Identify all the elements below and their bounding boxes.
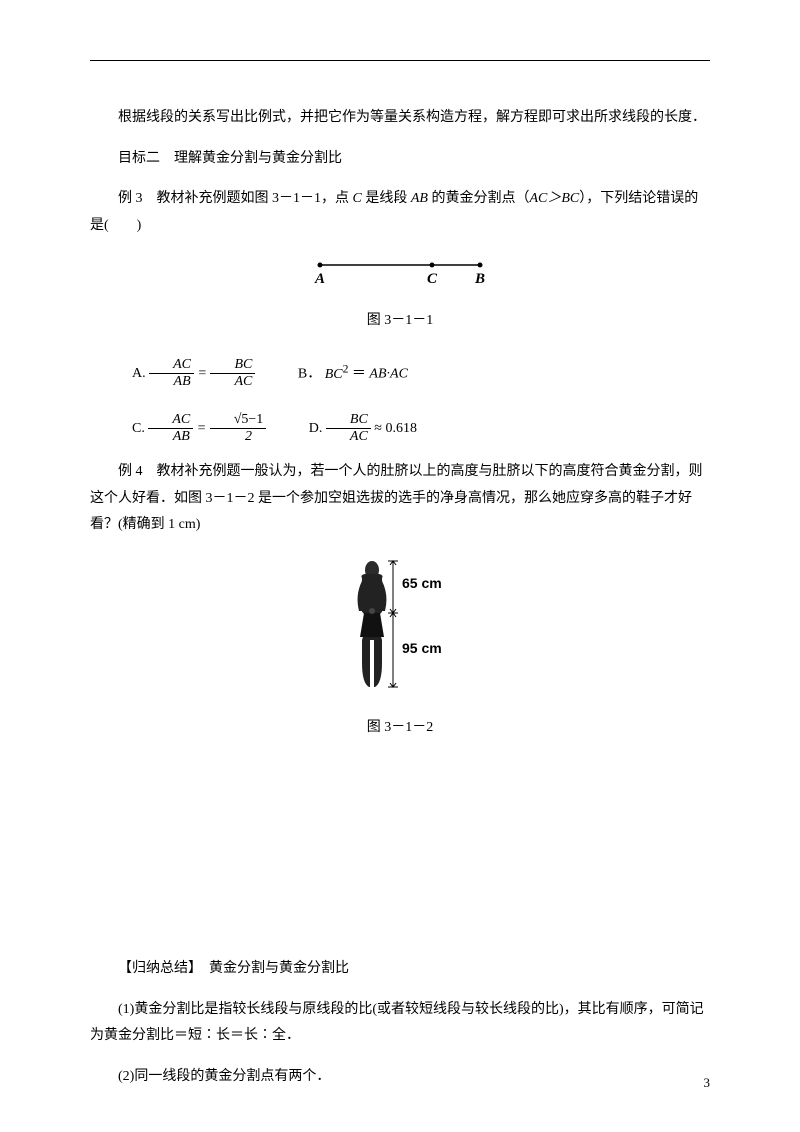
option-c-lhs-frac: AC AB [148,412,193,445]
option-a-lhs-frac: AC AB [149,357,194,390]
ex3-acbc: AC＞BC [529,191,579,206]
figure-3-1-2-caption: 图 3－1－2 [90,715,710,742]
svg-text:65 cm: 65 cm [402,575,442,591]
option-d-frac: BC AC [326,412,371,445]
option-d-label: D. [309,421,323,436]
option-row-2: C. AC AB = √5−1 2 D. BC AC ≈ 0.618 [90,412,710,445]
option-b-label: B． [298,367,321,382]
figure-3-1-1-caption: 图 3－1－1 [90,308,710,335]
frac-den: AC [210,374,255,390]
frac-num: BC [210,357,255,374]
option-b: B． BC2 ＝ AB·AC [277,358,408,388]
option-b-rhs: AB·AC [369,367,408,382]
page-number: 3 [704,1071,711,1096]
frac-den: AC [326,429,371,445]
spacer [90,742,710,942]
ex3-c: C [353,191,366,206]
paragraph-intro: 根据线段的关系写出比例式，并把它作为等量关系构造方程，解方程即可求出所求线段的长… [90,105,710,132]
option-c-rhs-frac: √5−1 2 [210,412,267,445]
option-a-eq: = [198,365,207,380]
option-c: C. AC AB = √5−1 2 [111,412,266,445]
option-b-eq: ＝ [352,367,366,382]
segment-acb-icon: A C B [300,257,500,287]
option-a: A. AC AB = BC AC [111,357,255,390]
option-d-approx: ≈ [374,421,382,436]
frac-num: BC [326,412,371,429]
example3-text: 例 3 教材补充例题如图 3－1－1，点 C 是线段 AB 的黄金分割点（AC＞… [90,186,710,239]
option-d-val: 0.618 [385,421,417,436]
ex3-pre: 例 3 教材补充例题如图 3－1－1，点 [118,191,353,206]
option-row-1: A. AC AB = BC AC B． BC2 ＝ AB·AC [90,357,710,390]
option-d: D. BC AC ≈ 0.618 [288,412,417,445]
person-height-icon: 65 cm 95 cm [325,555,475,695]
option-c-label: C. [132,421,145,436]
figure-3-1-2: 65 cm 95 cm [90,555,710,706]
svg-text:95 cm: 95 cm [402,640,442,656]
summary-title: 【归纳总结】 黄金分割与黄金分割比 [90,956,710,983]
svg-text:A: A [314,271,325,287]
ex3-ab: AB [411,191,432,206]
frac-den: 2 [210,429,267,445]
figure-3-1-1: A C B [90,257,710,298]
summary-2: (2)同一线段的黄金分割点有两个． [90,1064,710,1091]
option-a-rhs-frac: BC AC [210,357,255,390]
option-c-eq: = [197,421,206,436]
frac-num: AC [149,357,194,374]
ex3-mid2: 的黄金分割点（ [431,191,529,206]
summary-1: (1)黄金分割比是指较长线段与原线段的比(或者较短线段与较长线段的比)，其比有顺… [90,997,710,1050]
option-a-label: A. [132,365,146,380]
header-rule [90,60,710,61]
bc-text: BC [325,367,343,382]
example4-text: 例 4 教材补充例题一般认为，若一个人的肚脐以上的高度与肚脐以下的高度符合黄金分… [90,459,710,539]
svg-text:C: C [427,271,438,287]
frac-num: AC [148,412,193,429]
option-b-lhs: BC2 [325,367,349,382]
frac-den: AB [149,374,194,390]
ex3-mid: 是线段 [365,191,411,206]
sqrt-icon: √5−1 [234,412,264,427]
frac-den: AB [148,429,193,445]
goal-heading-2: 目标二 理解黄金分割与黄金分割比 [90,146,710,173]
sup-2: 2 [343,362,349,375]
frac-num: √5−1 [210,412,267,429]
svg-text:B: B [474,271,485,287]
